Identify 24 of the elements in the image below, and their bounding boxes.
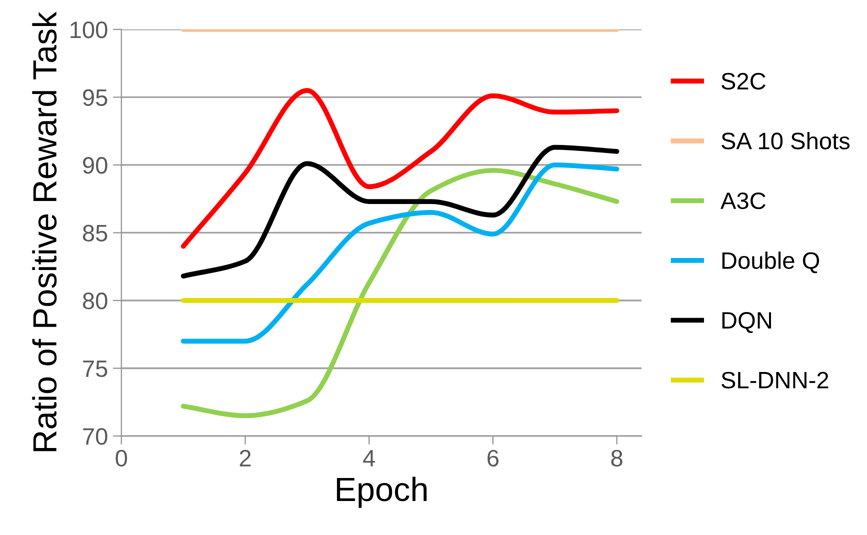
line-series: [180, 144, 620, 279]
x-axis-title: Epoch: [336, 476, 427, 508]
line-series: [180, 88, 620, 249]
x-tick-label: 8: [611, 450, 622, 467]
legend-label: A3C: [720, 192, 766, 210]
legend-label: DQN: [722, 312, 771, 333]
y-tick-label: 100: [70, 21, 108, 38]
y-tick-label: 80: [82, 292, 108, 310]
y-tick-label: 95: [83, 89, 108, 106]
legend-label: Double Q: [722, 252, 820, 274]
legend-label: SL-DNN-2: [722, 372, 828, 389]
legend-label: SA 10 Shots: [722, 132, 850, 150]
x-tick-label: 6: [488, 450, 498, 467]
y-tick-label: 75: [83, 360, 108, 378]
x-tick-label: 4: [363, 450, 375, 466]
y-tick-label: 70: [83, 428, 108, 445]
y-axis-title: Ratio of Positive Reward Task: [32, 12, 57, 452]
line-series: [180, 162, 620, 344]
line-series: [180, 168, 620, 418]
x-tick-label: 0: [116, 450, 128, 467]
legend-label: S2C: [722, 72, 766, 90]
x-tick-label: 2: [240, 450, 251, 466]
y-tick-label: 90: [83, 157, 108, 174]
y-tick-label: 85: [82, 224, 108, 242]
